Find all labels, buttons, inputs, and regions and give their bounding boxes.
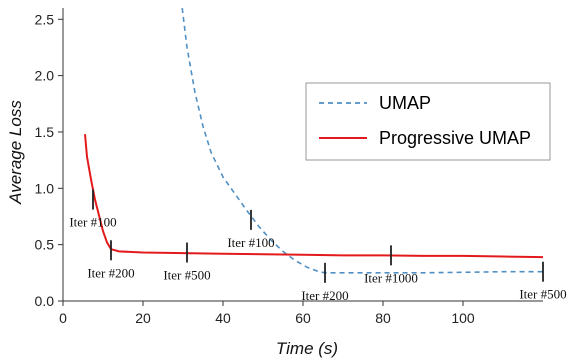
iteration-label: Iter #200 bbox=[87, 265, 134, 280]
x-tick-label: 0 bbox=[59, 310, 67, 326]
axes: 0 20 40 60 80 100 0.0 0.5 1.0 1.5 2.0 2.5 bbox=[35, 8, 543, 326]
annotation-layer: Iter #100 Iter #200 Iter #500 Iter #100 Iter… bbox=[69, 189, 567, 303]
x-tick-label: 40 bbox=[215, 310, 231, 326]
series-line-progressive-umap bbox=[84, 134, 544, 259]
iteration-label: Iter #200 bbox=[301, 288, 348, 303]
iteration-label: Iter #1000 bbox=[364, 270, 418, 285]
x-tick-label: 20 bbox=[135, 310, 151, 326]
legend: UMAP Progressive UMAP bbox=[305, 82, 551, 161]
iteration-label: Iter #100 bbox=[227, 235, 274, 250]
y-tick-label: 1.5 bbox=[35, 124, 55, 140]
legend-label-progressive-umap: Progressive UMAP bbox=[379, 128, 531, 148]
y-tick-label: 0.5 bbox=[35, 237, 55, 253]
iteration-label: Iter #500 bbox=[163, 268, 210, 283]
y-tick-label: 1.0 bbox=[35, 180, 55, 196]
x-tick-label: 80 bbox=[375, 310, 391, 326]
y-axis-title: Average Loss bbox=[6, 100, 25, 205]
y-tick-label: 2.0 bbox=[35, 68, 55, 84]
y-tick-label: 0.0 bbox=[35, 293, 55, 309]
x-axis-title: Time (s) bbox=[276, 339, 338, 358]
y-tick-label: 2.5 bbox=[35, 11, 55, 27]
legend-label-umap: UMAP bbox=[379, 93, 431, 113]
iteration-label: Iter #500 bbox=[519, 287, 566, 302]
series-line-umap bbox=[181, 7, 543, 274]
x-tick-label: 60 bbox=[295, 310, 311, 326]
series-layer bbox=[84, 7, 544, 274]
iteration-label: Iter #100 bbox=[69, 215, 116, 230]
legend-box bbox=[305, 82, 551, 161]
x-tick-label: 100 bbox=[451, 310, 475, 326]
